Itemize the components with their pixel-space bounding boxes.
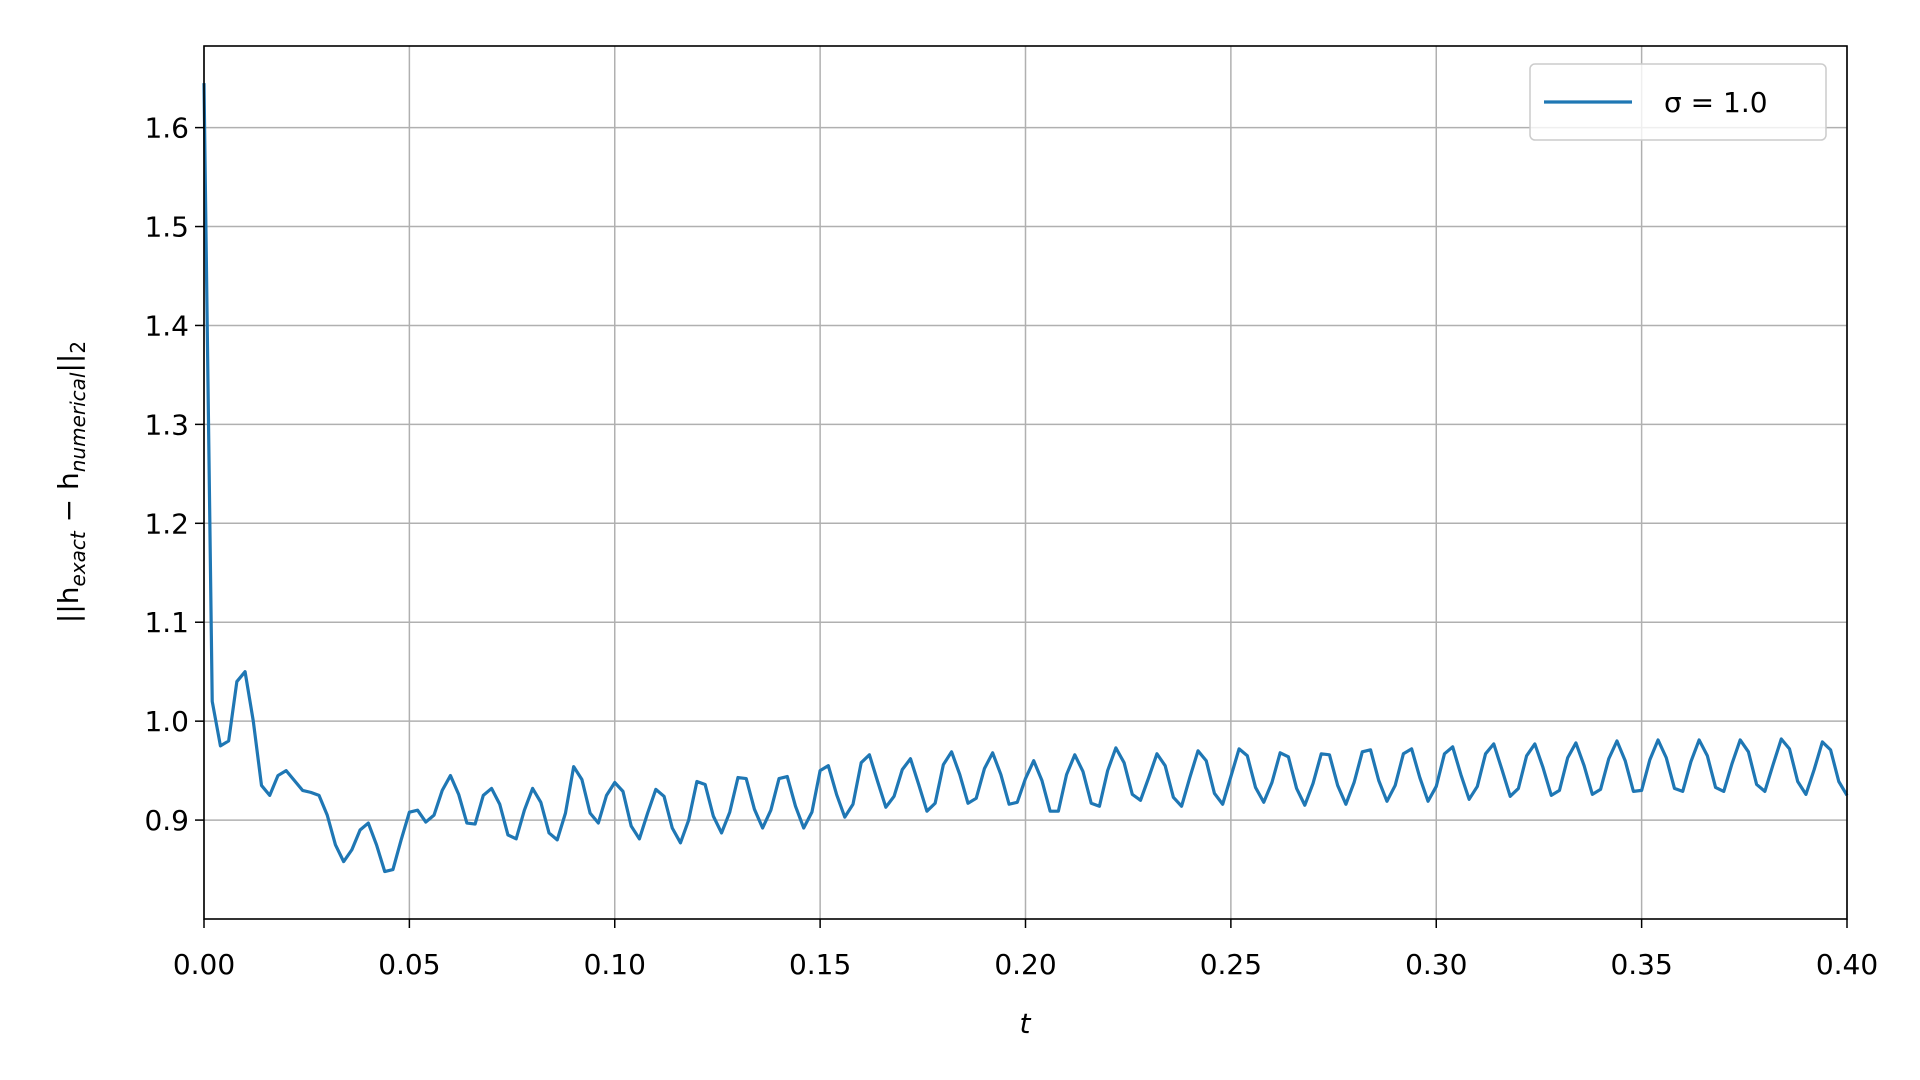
y-label-part: − h [52,472,85,531]
legend-box [1529,63,1827,141]
x-tick-label: 0.15 [789,948,851,981]
y-tick-label: 1.2 [144,507,189,540]
y-label-part: 2 [66,341,90,354]
y-tick-label: 1.1 [144,606,189,639]
y-tick-label: 0.9 [144,804,189,837]
tick-layer: 0.00 0.05 0.10 0.15 0.20 0.25 0.30 0.35 0.40 0.9 1… [144,112,1878,981]
data-line [202,83,1849,874]
x-tick-label: 0.25 [1200,948,1262,981]
y-label-part: numerical [66,372,90,472]
y-tick-label: 1.5 [144,211,189,244]
y-label-part: exact [66,530,90,586]
x-tick-label: 0.20 [994,948,1056,981]
x-axis-label: t [1020,1007,1032,1040]
y-axis-label: ||hexact − hnumerical||2 [52,341,90,623]
y-label-part: ||h [52,586,85,623]
x-tick-label: 0.40 [1816,948,1878,981]
x-tick-label: 0.30 [1405,948,1467,981]
plot-layer [202,83,1849,874]
x-tick-label: 0.10 [584,948,646,981]
y-tick-label: 1.6 [144,112,189,145]
x-tick-label: 0.00 [173,948,235,981]
y-tick-label: 1.3 [144,408,189,441]
legend: σ = 1.0 [1529,63,1827,141]
x-tick-label: 0.05 [378,948,440,981]
y-tick-label: 1.0 [144,705,189,738]
y-tick-label: 1.4 [144,309,189,342]
legend-label: σ = 1.0 [1664,86,1768,119]
x-tick-label: 0.35 [1610,948,1672,981]
grid-layer [203,46,1848,919]
y-label-part: || [52,354,85,373]
